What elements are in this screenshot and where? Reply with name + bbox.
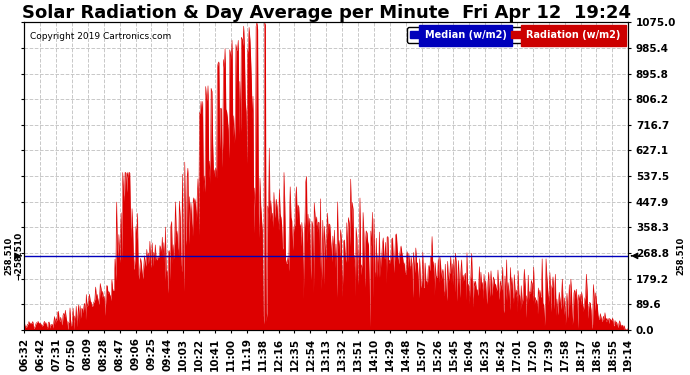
Title: Solar Radiation & Day Average per Minute  Fri Apr 12  19:24: Solar Radiation & Day Average per Minute… <box>22 4 631 22</box>
Text: Copyright 2019 Cartronics.com: Copyright 2019 Cartronics.com <box>30 32 172 40</box>
Legend: Median (w/m2), Radiation (w/m2): Median (w/m2), Radiation (w/m2) <box>407 27 623 43</box>
Text: 258.510: 258.510 <box>4 237 13 275</box>
Text: →258.510: →258.510 <box>14 232 23 280</box>
Text: 258.510: 258.510 <box>677 237 686 275</box>
